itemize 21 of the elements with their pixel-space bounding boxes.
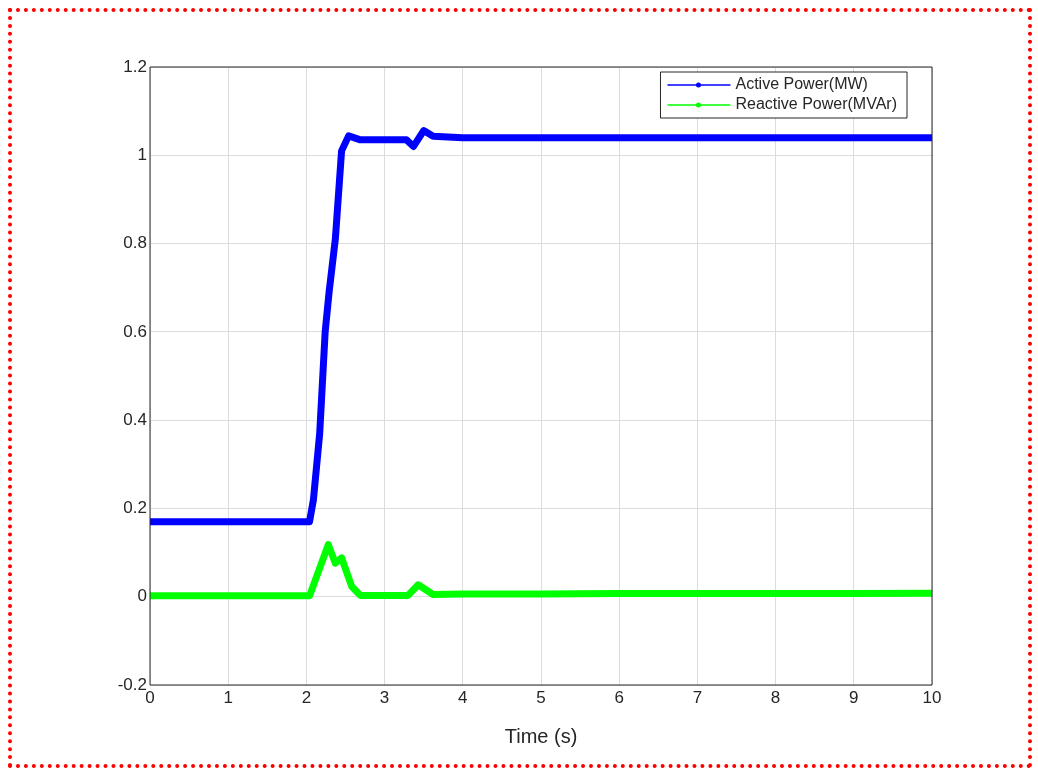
y-tick-label: 0.6 [123,321,147,341]
y-tick-label: 0.8 [123,233,147,253]
x-tick-label: 2 [301,687,312,707]
x-axis-title: Time (s) [504,724,578,747]
y-tick-label: 1.2 [123,56,147,76]
y-tick-label: 0.2 [123,498,147,518]
x-tick-label: 3 [379,687,390,707]
legend-label: Active Power(MW) [735,75,868,93]
x-tick-label: 6 [614,687,624,707]
x-tick-label: 8 [770,687,781,707]
x-tick-label: 5 [536,687,546,707]
x-tick-label: 9 [849,687,859,707]
x-tick-label: 7 [692,687,703,707]
x-tick-label: 10 [922,687,942,707]
y-tick-label: 1 [137,144,147,164]
x-tick-label: 1 [223,687,233,707]
y-tick-label: 0 [137,586,147,606]
legend-label: Reactive Power(MVAr) [735,95,897,113]
y-tick-label: -0.2 [117,674,147,694]
y-tick-label: 0.4 [123,409,147,429]
x-tick-label: 4 [458,687,468,707]
